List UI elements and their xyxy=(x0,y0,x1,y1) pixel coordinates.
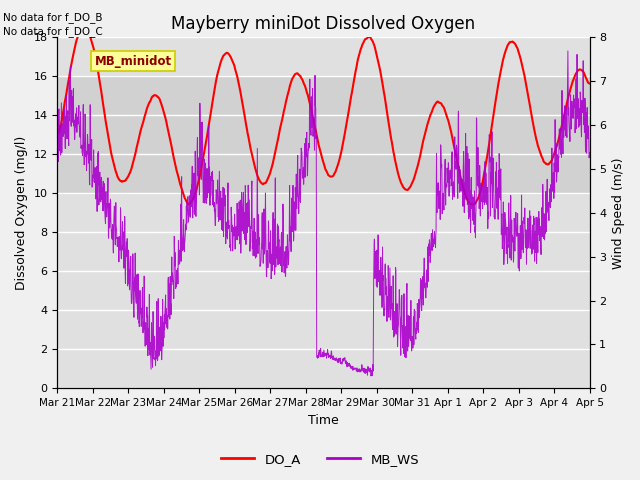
Bar xyxy=(58,76,589,193)
Y-axis label: Wind Speed (m/s): Wind Speed (m/s) xyxy=(612,157,625,269)
X-axis label: Time: Time xyxy=(308,414,339,427)
Legend: DO_A, MB_WS: DO_A, MB_WS xyxy=(216,447,424,471)
Text: No data for f_DO_B: No data for f_DO_B xyxy=(3,12,102,23)
Title: Mayberry miniDot Dissolved Oxygen: Mayberry miniDot Dissolved Oxygen xyxy=(172,15,476,33)
Y-axis label: Dissolved Oxygen (mg/l): Dissolved Oxygen (mg/l) xyxy=(15,136,28,290)
Text: MB_minidot: MB_minidot xyxy=(95,55,172,68)
Text: No data for f_DO_C: No data for f_DO_C xyxy=(3,26,103,37)
